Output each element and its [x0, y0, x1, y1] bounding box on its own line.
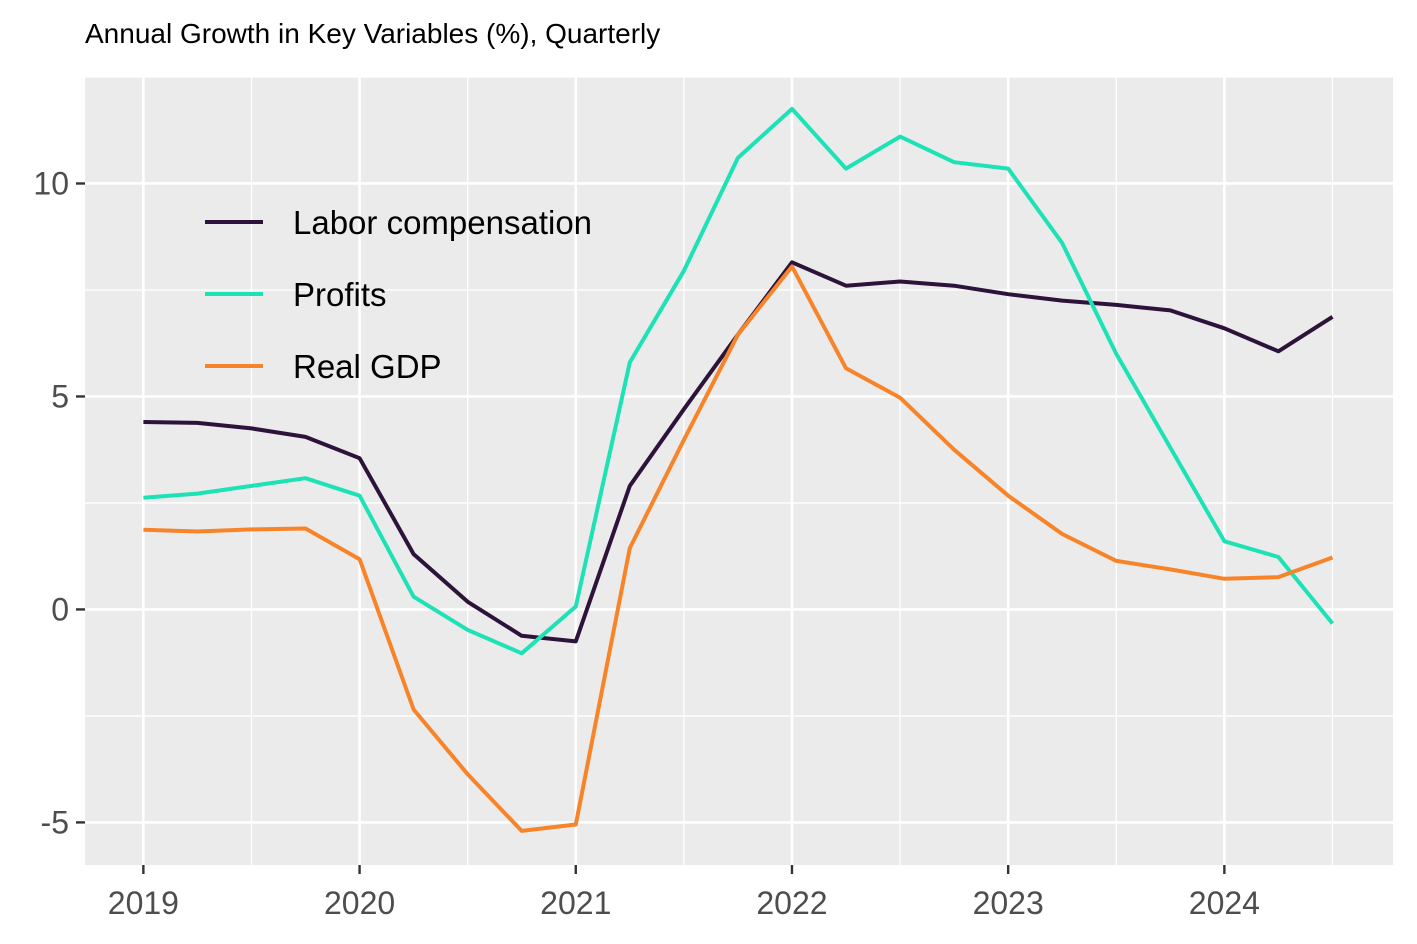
y-tick-label: -5 — [41, 804, 69, 840]
legend-label-profits: Profits — [293, 276, 387, 313]
minor-gridlines — [85, 76, 1393, 865]
x-tick-label: 2019 — [108, 885, 179, 921]
legend-label-labor-compensation: Labor compensation — [293, 204, 592, 241]
series-line-real-gdp — [143, 264, 1334, 833]
y-axis: -5 0 5 10 — [33, 165, 85, 840]
series-line-profits — [143, 106, 1335, 656]
major-gridlines — [85, 77, 1393, 865]
legend: Labor compensation Profits Real GDP — [205, 204, 592, 385]
x-axis: 2019 2020 2021 2022 2023 2024 — [108, 865, 1260, 921]
plot-panel — [85, 77, 1393, 865]
x-tick-label: 2022 — [756, 885, 827, 921]
x-tick-label: 2020 — [324, 885, 395, 921]
x-tick-label: 2021 — [540, 885, 611, 921]
y-tick-label: 5 — [51, 378, 69, 414]
x-tick-label: 2023 — [973, 885, 1044, 921]
x-tick-label: 2024 — [1189, 885, 1260, 921]
y-tick-label: 0 — [51, 591, 69, 627]
y-tick-label: 10 — [33, 165, 69, 201]
chart-title: Annual Growth in Key Variables (%), Quar… — [85, 18, 661, 49]
series-lines — [143, 106, 1335, 833]
legend-label-real-gdp: Real GDP — [293, 348, 442, 385]
